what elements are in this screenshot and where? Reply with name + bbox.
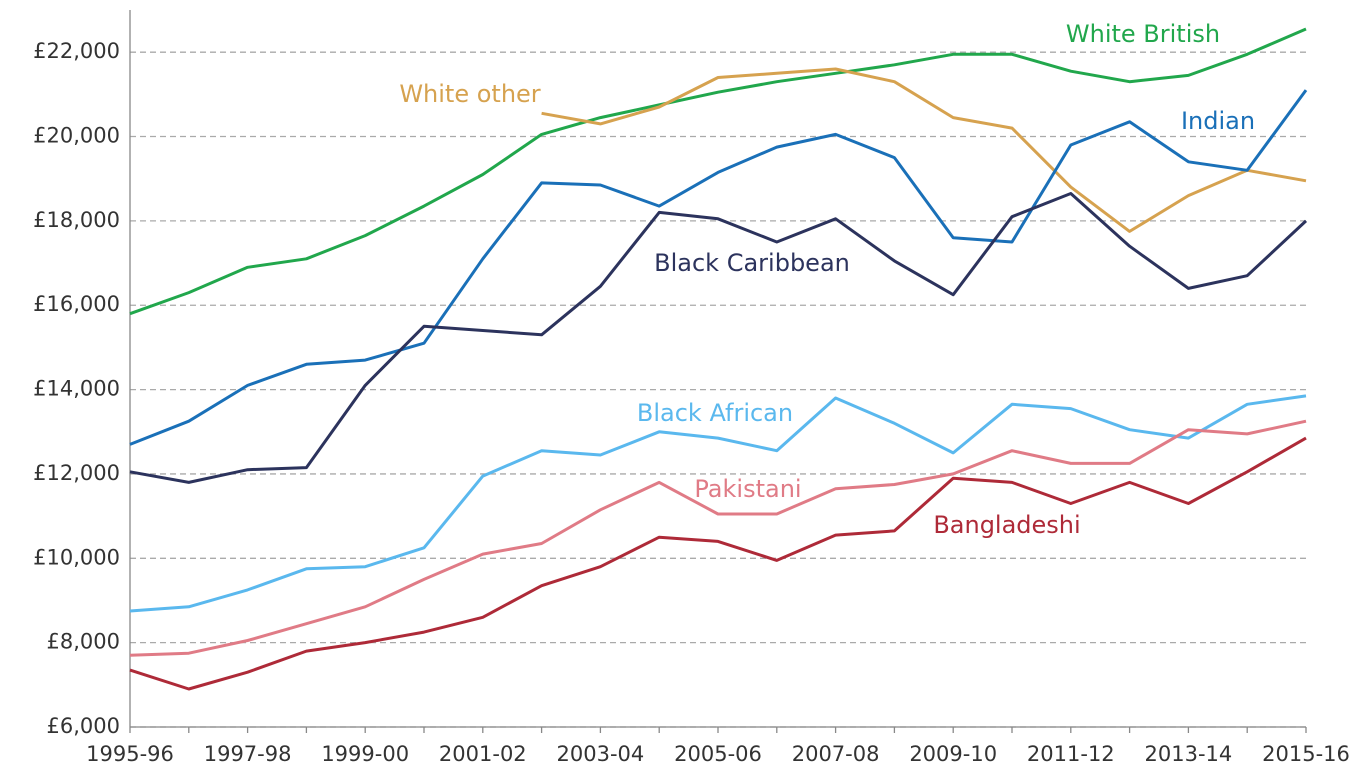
series-label: Pakistani [694,475,801,503]
series-label: Black Caribbean [654,249,850,277]
y-tick-label: £6,000 [47,714,120,738]
series-line [129,27,1307,316]
series-label: Indian [1181,107,1255,135]
series-line [129,436,1307,691]
series-line [129,89,1308,446]
series-line [129,394,1307,613]
x-tick-label: 2011-12 [1027,742,1115,766]
y-tick-label: £12,000 [33,461,120,485]
series-line [541,67,1307,233]
x-tick-label: 1995-96 [86,742,174,766]
x-tick-label: 2013-14 [1145,742,1233,766]
x-tick-label: 2003-04 [557,742,645,766]
x-tick-label: 1997-98 [204,742,292,766]
x-tick-label: 2009-10 [909,742,997,766]
series-label: White other [399,80,540,108]
series-label: Bangladeshi [933,511,1080,539]
y-tick-label: £22,000 [33,39,120,63]
series-line [129,419,1307,657]
y-tick-label: £18,000 [33,208,120,232]
y-tick-label: £14,000 [33,377,120,401]
x-tick-label: 2015-16 [1262,742,1350,766]
y-tick-label: £10,000 [33,545,120,569]
x-tick-label: 2005-06 [674,742,762,766]
series-label: Black African [637,399,793,427]
series-line [129,192,1308,484]
y-tick-label: £20,000 [33,124,120,148]
y-tick-label: £16,000 [33,292,120,316]
x-tick-label: 2001-02 [439,742,527,766]
y-tick-label: £8,000 [47,630,120,654]
x-tick-label: 1999-00 [321,742,409,766]
x-tick-label: 2007-08 [792,742,880,766]
series-label: White British [1066,20,1220,48]
